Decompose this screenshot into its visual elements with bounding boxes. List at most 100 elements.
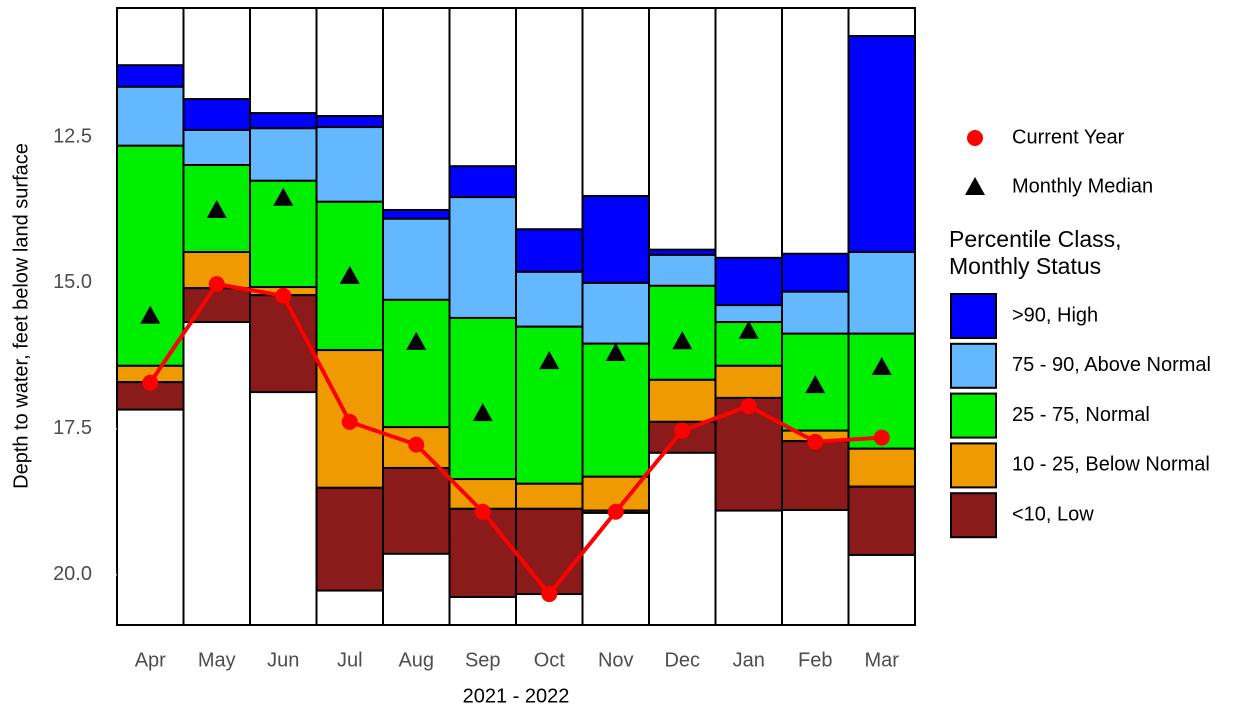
legend-swatch [950, 442, 997, 489]
legend-label: 10 - 25, Below Normal [1012, 454, 1210, 476]
class-bar [182, 98, 251, 131]
current-year-line [148, 281, 882, 598]
x-tick-label: Oct [534, 649, 566, 671]
class-bar [847, 250, 916, 335]
median-marker [472, 403, 493, 422]
class-bar [515, 482, 584, 510]
current-year-point [142, 374, 159, 391]
class-bar [249, 112, 318, 130]
legend-label: Monthly Median [1012, 175, 1153, 197]
legend-label: >90, High [1012, 304, 1098, 326]
x-tick-label: Mar [865, 649, 900, 671]
x-tick-label: Jun [267, 649, 299, 671]
class-bar [781, 252, 850, 293]
class-bar [648, 378, 717, 423]
legend-title: Monthly Status [949, 253, 1101, 279]
y-tick-label: 12.5 [53, 125, 92, 147]
median-marker [206, 199, 227, 218]
class-bar [581, 194, 650, 284]
x-axis-title: 2021 - 2022 [463, 685, 570, 707]
current-year-point [474, 503, 491, 520]
y-tick-label: 20.0 [53, 563, 92, 585]
x-tick-label: Jan [733, 649, 765, 671]
legend-label: Current Year [1012, 126, 1125, 148]
class-bar [382, 298, 451, 429]
median-marker [672, 331, 693, 350]
legend-swatch [950, 293, 997, 339]
legend-marker [967, 130, 983, 146]
median-marker [805, 375, 826, 394]
class-bar [847, 35, 916, 253]
class-bar [714, 364, 783, 399]
x-tick-label: Sep [465, 649, 501, 671]
median-marker [140, 305, 161, 324]
class-bar [515, 507, 584, 596]
class-bar [581, 281, 650, 345]
class-bar [448, 196, 517, 319]
median-marker [539, 351, 560, 370]
class-bar [847, 332, 916, 450]
class-bar [847, 485, 916, 556]
legend-swatch [950, 392, 997, 439]
class-bar [581, 342, 650, 478]
current-year-point [740, 398, 757, 415]
current-year-point [341, 413, 358, 430]
current-year-point [807, 433, 824, 450]
x-tick-label: Aug [398, 649, 434, 671]
legend-swatch [950, 342, 997, 389]
class-bar [315, 486, 384, 592]
median-marker [273, 187, 294, 206]
x-tick-label: Jul [337, 649, 363, 671]
current-year-point [275, 287, 292, 304]
x-tick-label: Dec [664, 649, 700, 671]
median-marker [738, 320, 759, 339]
median-marker [339, 265, 360, 284]
class-bar [249, 127, 318, 182]
y-tick-label: 15.0 [53, 271, 92, 293]
class-bar [781, 440, 850, 512]
legend-swatch [950, 492, 997, 539]
class-bar [847, 447, 916, 488]
class-bar [714, 256, 783, 307]
y-axis-title: Depth to water, feet below land surface [10, 143, 32, 489]
legend-label: <10, Low [1012, 503, 1094, 525]
class-bar [448, 165, 517, 199]
class-bar [448, 316, 517, 481]
y-tick-label: 17.5 [53, 417, 92, 439]
class-bar [116, 64, 185, 88]
class-bar [315, 114, 384, 129]
x-tick-label: Nov [598, 649, 634, 671]
median-marker [605, 342, 626, 361]
legend-label: 25 - 75, Normal [1012, 404, 1150, 426]
legend-marker [965, 177, 985, 195]
legend-title: Percentile Class, [949, 226, 1122, 252]
median-marker [871, 356, 892, 375]
current-year-point [674, 422, 691, 439]
class-bar [382, 466, 451, 555]
current-year-point [873, 429, 890, 446]
class-bar [182, 128, 251, 167]
x-tick-label: Apr [135, 649, 166, 671]
class-bar [515, 325, 584, 485]
class-bar [249, 294, 318, 394]
class-bar [714, 304, 783, 324]
class-bar [515, 228, 584, 273]
class-bar [116, 144, 185, 367]
class-bar [315, 126, 384, 203]
legend-label: 75 - 90, Above Normal [1012, 354, 1211, 376]
current-year-point [607, 503, 624, 520]
class-bar [448, 507, 517, 598]
current-year-point [408, 436, 425, 453]
class-bar [515, 270, 584, 328]
class-bar [116, 85, 185, 147]
class-bar [781, 290, 850, 335]
x-tick-label: Feb [798, 649, 832, 671]
current-year-point [208, 276, 225, 293]
median-marker [406, 331, 427, 350]
class-bar [382, 208, 451, 220]
x-tick-label: May [198, 649, 236, 671]
class-bar [648, 253, 717, 287]
class-bar [382, 217, 451, 301]
